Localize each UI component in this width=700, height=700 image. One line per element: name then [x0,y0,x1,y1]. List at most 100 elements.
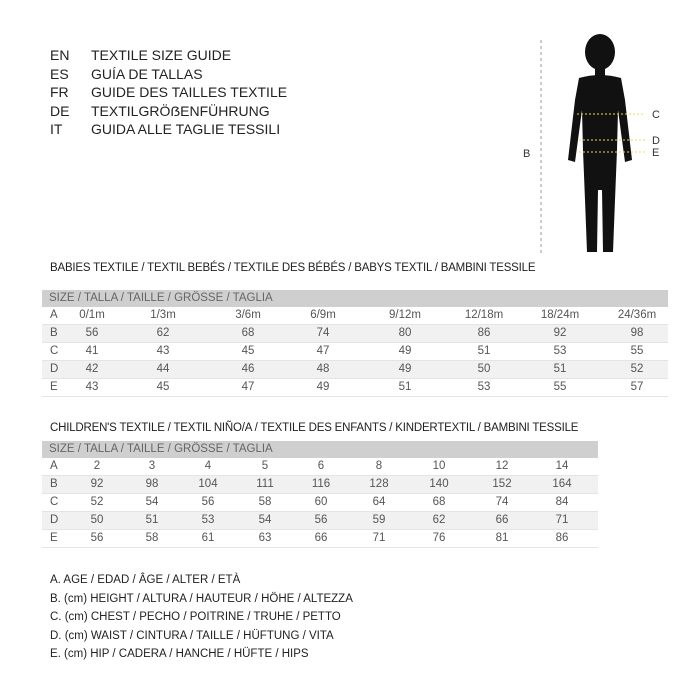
row-label: A [50,309,58,321]
babies-size-table: SIZE / TALLA / TAILLE / GRÖSSE / TAGLIA … [42,290,668,397]
table-cell: 98 [630,327,644,339]
table-row: A 0/1m 1/3m 3/6m 6/9m 9/12m 12/18m 18/24m 24/36m [42,307,668,325]
table-cell: 18/24m [540,309,580,321]
legend-item: E. (cm) HIP / CADERA / HANCHE / HÜFTE / … [50,648,309,660]
table-row: E 56 58 61 63 66 71 76 81 86 [42,530,598,548]
table-cell: 6/9m [310,309,336,321]
table-cell: 50 [477,363,491,375]
table-cell: 98 [145,478,159,490]
table-cell: 53 [553,345,567,357]
table-cell: 45 [241,345,255,357]
row-label: D [50,363,59,375]
row-label: C [50,345,59,357]
lang-en: EN TEXTILE SIZE GUIDE [50,47,232,63]
table-cell: 81 [495,532,509,544]
table-cell: 5 [261,460,269,472]
table-row: B 92 98 104 111 116 128 140 152 164 [42,476,598,494]
table-cell: 12/18m [464,309,504,321]
table-cell: 49 [398,363,412,375]
children-section-title: CHILDREN'S TEXTILE / TEXTIL NIÑO/A / TEX… [50,422,579,434]
table-row: C 41 43 45 47 49 51 53 55 [42,343,668,361]
table-row: C 52 54 56 58 60 64 68 74 84 [42,494,598,512]
table-cell: 84 [555,496,569,508]
table-cell: 43 [156,345,170,357]
table-cell: 43 [85,381,99,393]
label-b: B [523,148,530,160]
table-cell: 56 [85,327,99,339]
label-c: C [652,109,660,121]
table-cell: 61 [201,532,215,544]
table-cell: 3 [148,460,156,472]
table-cell: 1/3m [150,309,176,321]
table-header: SIZE / TALLA / TAILLE / GRÖSSE / TAGLIA [42,290,668,307]
table-cell: 66 [495,514,509,526]
table-cell: 4 [204,460,212,472]
table-cell: 51 [145,514,159,526]
table-cell: 55 [630,345,644,357]
table-cell: 52 [630,363,644,375]
table-row: E 43 45 47 49 51 53 55 57 [42,379,668,397]
table-cell: 80 [398,327,412,339]
child-silhouette-figure: B C D E [523,34,660,255]
babies-section-title: BABIES TEXTILE / TEXTIL BEBÉS / TEXTILE … [50,262,536,274]
table-cell: 2 [93,460,101,472]
table-cell: 64 [372,496,386,508]
legend-item: A. AGE / EDAD / ÂGE / ALTER / ETÀ [50,574,241,586]
legend-item: C. (cm) CHEST / PECHO / POITRINE / TRUHE… [50,611,341,623]
label-d: D [652,135,660,147]
table-cell: 52 [90,496,104,508]
table-cell: 14 [555,460,569,472]
table-cell: 57 [630,381,644,393]
children-size-table: SIZE / TALLA / TAILLE / GRÖSSE / TAGLIA … [42,441,598,548]
lang-fr: FR GUIDE DES TAILLES TEXTILE [50,84,288,100]
table-cell: 86 [477,327,491,339]
table-cell: 53 [201,514,215,526]
table-cell: 12 [495,460,509,472]
table-cell: 54 [145,496,159,508]
table-cell: 41 [85,345,99,357]
table-cell: 51 [398,381,412,393]
table-cell: 116 [311,478,331,490]
label-e: E [652,147,659,159]
row-label: B [50,478,58,490]
table-cell: 86 [555,532,569,544]
lang-it: IT GUIDA ALLE TAGLIE TESSILI [50,121,281,137]
table-cell: 8 [375,460,383,472]
table-cell: 152 [492,478,512,490]
table-cell: 74 [316,327,330,339]
table-cell: 66 [314,532,328,544]
table-cell: 71 [372,532,386,544]
table-cell: 111 [256,478,274,490]
table-cell: 46 [241,363,255,375]
row-label: D [50,514,59,526]
table-cell: 42 [85,363,99,375]
table-cell: 164 [552,478,572,490]
table-cell: 51 [477,345,491,357]
table-cell: 53 [477,381,491,393]
table-row: D 42 44 46 48 49 50 51 52 [42,361,668,379]
table-cell: 56 [314,514,328,526]
table-cell: 58 [258,496,272,508]
table-row: B 56 62 68 74 80 86 92 98 [42,325,668,343]
table-row: D 50 51 53 54 56 59 62 66 71 [42,512,598,530]
table-cell: 92 [90,478,104,490]
table-cell: 55 [553,381,567,393]
table-cell: 63 [258,532,272,544]
table-cell: 50 [90,514,104,526]
table-cell: 45 [156,381,170,393]
table-cell: 58 [145,532,159,544]
table-cell: 44 [156,363,170,375]
table-cell: 140 [429,478,449,490]
table-cell: 104 [198,478,218,490]
table-cell: 92 [553,327,567,339]
table-cell: 49 [398,345,412,357]
lang-es: ES GUÍA DE TALLAS [50,65,203,82]
table-cell: 128 [369,478,389,490]
table-cell: 51 [553,363,567,375]
row-label: A [50,460,58,472]
row-label: E [50,532,58,544]
child-silhouette-icon [568,34,632,252]
row-label: B [50,327,58,339]
lang-de: DE TEXTILGRÖẞENFÜHRUNG [50,102,270,119]
